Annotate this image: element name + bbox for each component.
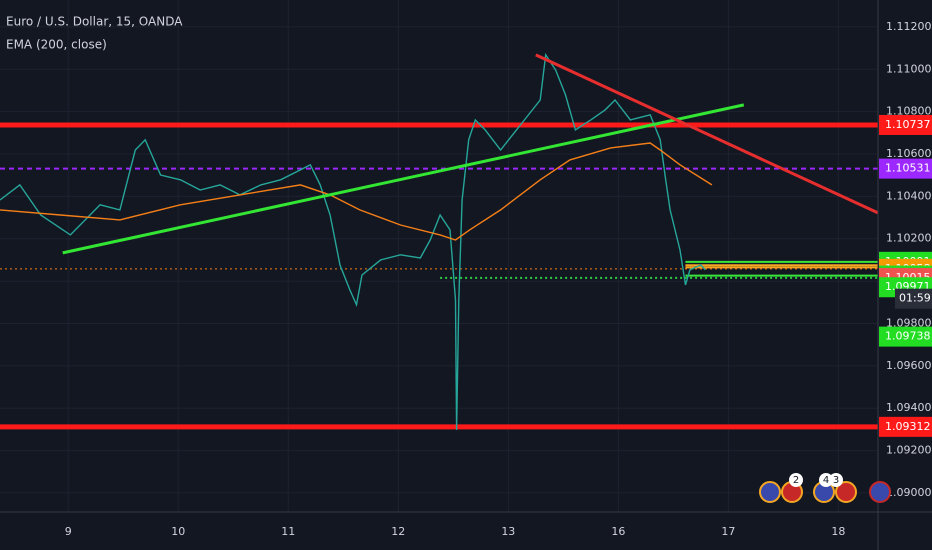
event-count: 4 (823, 475, 829, 486)
event-count: 3 (833, 475, 839, 486)
y-tick-label: 1.10400 (886, 189, 932, 202)
y-tick-label: 1.10600 (886, 147, 932, 160)
y-tick-label: 1.10800 (886, 105, 932, 118)
y-tick-label: 1.09400 (886, 401, 932, 414)
price-badge (879, 326, 932, 347)
event-icon (869, 481, 891, 503)
price-line (0, 142, 713, 241)
y-tick-label: 1.09800 (886, 316, 932, 329)
price-badge-label: 1.09312 (885, 420, 931, 433)
x-tick-label: 12 (391, 525, 405, 538)
countdown-badge (895, 288, 932, 309)
event-icon (835, 481, 857, 503)
event-icon (759, 481, 781, 503)
event-count-badge (829, 473, 843, 487)
price-badge (879, 114, 932, 135)
x-tick-label: 16 (611, 525, 625, 538)
x-tick-label: 10 (171, 525, 185, 538)
countdown-label: 01:59 (899, 292, 931, 305)
x-tick-label: 11 (281, 525, 295, 538)
event-count-badge (789, 473, 803, 487)
plot (0, 52, 879, 431)
axis: 1.11200 1.11000 1.10800 1.10600 1.10400 1.102… (65, 20, 932, 538)
y-tick-label: 1.11200 (886, 20, 932, 33)
y-tick-label: 1.11000 (886, 62, 932, 75)
y-tick-label: 1.09000 (886, 486, 932, 499)
event-count: 2 (793, 475, 799, 486)
price-badge (879, 158, 932, 179)
y-tick-label: 1.10200 (886, 232, 932, 245)
price-badge-label: 1.10737 (885, 118, 931, 131)
event-count-badge (819, 473, 833, 487)
y-tick-label: 1.09200 (886, 444, 932, 457)
indicator-label: EMA (200, close) (6, 38, 107, 52)
chart-title: Euro / U.S. Dollar, 15, OANDA (6, 15, 183, 29)
y-tick-label: 1.09600 (886, 359, 932, 372)
price-badge (879, 416, 932, 437)
x-tick-label: 17 (721, 525, 735, 538)
trendline (62, 103, 745, 255)
price-line (0, 52, 706, 431)
x-tick-label: 18 (831, 525, 845, 538)
price-badge-label: 1.09738 (885, 330, 931, 343)
price-badge-label: 1.10531 (885, 162, 931, 175)
trendline (535, 53, 879, 215)
x-tick-label: 9 (65, 525, 72, 538)
x-tick-label: 13 (501, 525, 515, 538)
